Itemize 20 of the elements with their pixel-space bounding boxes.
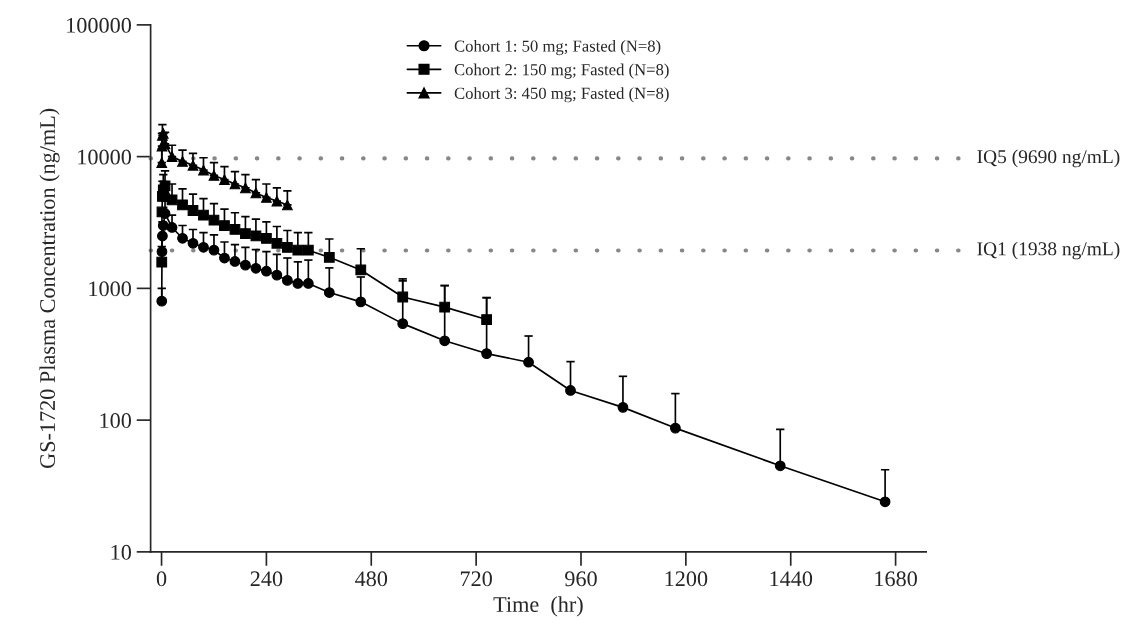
x-tick-label: 0 <box>156 571 167 587</box>
x-tick-label: 960 <box>565 571 597 587</box>
y-axis-title: GS-1720 Plasma Concentration (ng/mL) <box>39 108 60 468</box>
legend-label: Cohort 3: 450 mg; Fasted (N=8) <box>454 87 669 103</box>
x-tick-label: 720 <box>460 571 492 587</box>
x-tick-label: 1200 <box>665 571 708 587</box>
y-tick-label: 100 <box>100 413 132 429</box>
x-tick-label: 240 <box>250 571 283 587</box>
ref-line-label: IQ1 (1938 ng/mL) <box>977 241 1120 260</box>
x-tick-label: 1680 <box>875 571 917 587</box>
y-tick-label: 10000 <box>78 149 132 165</box>
x-axis-title: Time (hr) <box>493 596 583 617</box>
ref-line-label: IQ5 (9690 ng/mL) <box>977 149 1120 168</box>
y-tick-label: 100000 <box>67 17 132 33</box>
y-tick-label: 1000 <box>89 281 132 297</box>
legend-label: Cohort 2: 150 mg; Fasted (N=8) <box>454 63 669 79</box>
legend-label: Cohort 1: 50 mg; Fasted (N=8) <box>454 39 661 56</box>
x-tick-label: 480 <box>355 571 388 587</box>
x-tick-label: 1440 <box>770 571 813 587</box>
y-tick-label: 10 <box>111 544 132 560</box>
